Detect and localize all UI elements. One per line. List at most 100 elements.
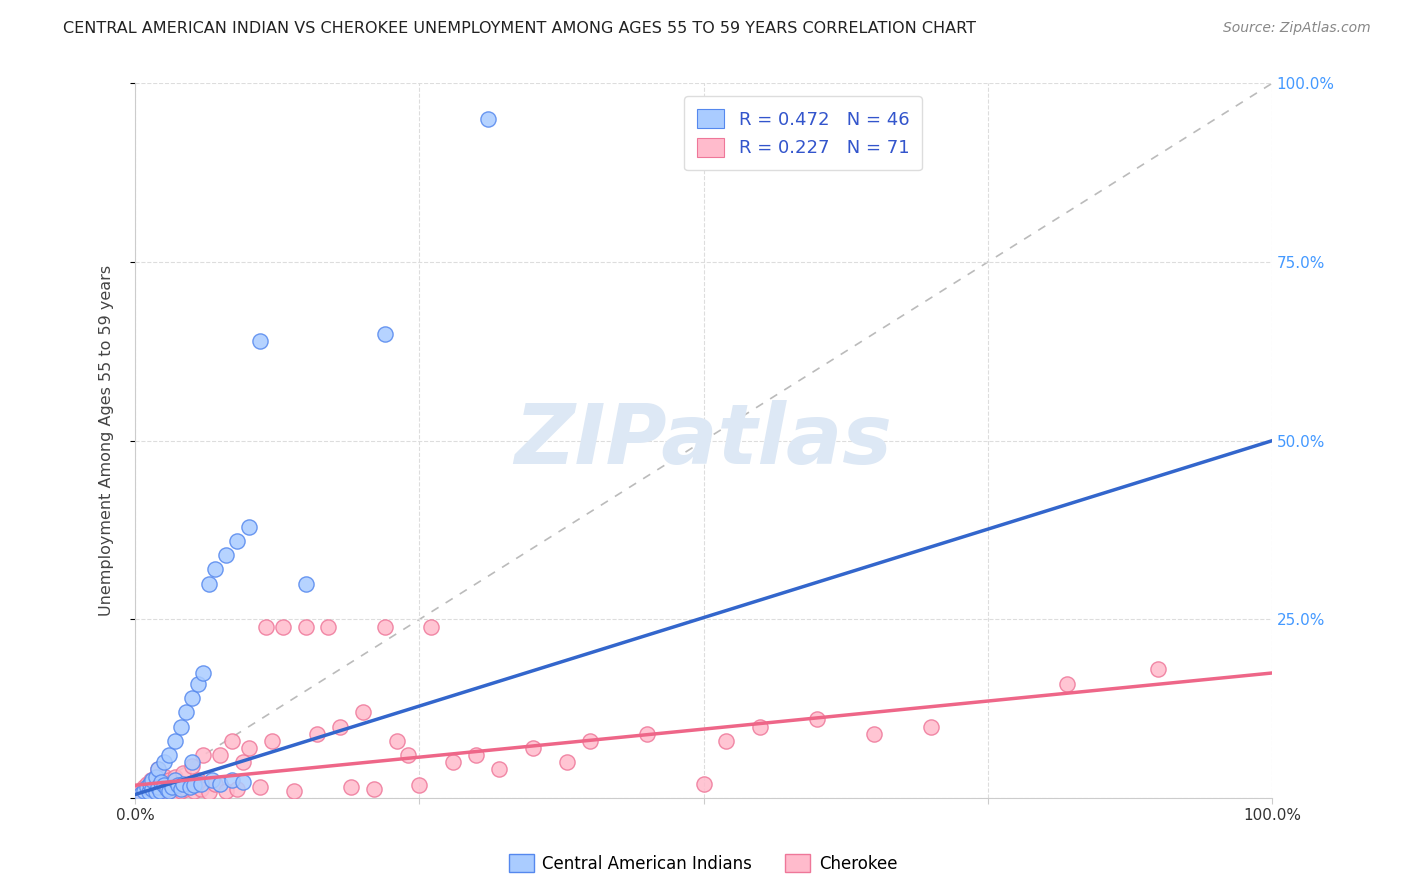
Point xyxy=(555,756,578,770)
Point xyxy=(181,691,204,706)
Point xyxy=(157,784,180,798)
Point xyxy=(145,785,167,799)
Point xyxy=(183,784,205,798)
Point xyxy=(260,734,283,748)
Point xyxy=(176,706,198,720)
Point xyxy=(238,741,260,756)
Point xyxy=(215,548,238,562)
Point xyxy=(134,784,156,798)
Point xyxy=(145,770,167,784)
Text: ZIPatlas: ZIPatlas xyxy=(515,401,893,482)
Point xyxy=(749,720,772,734)
Point xyxy=(160,780,183,795)
Point xyxy=(172,766,194,780)
Point xyxy=(294,576,316,591)
Point xyxy=(232,756,254,770)
Point xyxy=(129,788,152,802)
Point xyxy=(163,785,186,799)
Point xyxy=(181,759,204,773)
Point xyxy=(141,782,163,797)
Point xyxy=(149,784,172,798)
Point xyxy=(1056,677,1078,691)
Point xyxy=(221,734,243,748)
Point xyxy=(238,519,260,533)
Point xyxy=(294,619,316,633)
Point xyxy=(226,782,249,797)
Point xyxy=(692,777,714,791)
Point xyxy=(226,533,249,548)
Point xyxy=(176,782,198,797)
Point xyxy=(488,763,510,777)
Point xyxy=(152,775,174,789)
Point xyxy=(193,665,215,680)
Point xyxy=(209,777,232,791)
Point xyxy=(204,777,226,791)
Point xyxy=(141,773,163,788)
Point xyxy=(249,780,271,795)
Point xyxy=(522,741,544,756)
Point xyxy=(385,734,408,748)
Point xyxy=(477,112,499,127)
Point xyxy=(318,619,340,633)
Point xyxy=(232,775,254,789)
Legend: Central American Indians, Cherokee: Central American Indians, Cherokee xyxy=(502,847,904,880)
Point xyxy=(157,773,180,788)
Point xyxy=(152,778,174,792)
Point xyxy=(149,784,172,798)
Point xyxy=(167,780,190,795)
Point xyxy=(215,784,238,798)
Point xyxy=(374,619,396,633)
Point xyxy=(179,780,201,795)
Point xyxy=(150,775,173,789)
Point xyxy=(146,763,169,777)
Point xyxy=(209,748,232,763)
Point xyxy=(340,780,363,795)
Point xyxy=(152,780,174,795)
Point xyxy=(249,334,271,348)
Point xyxy=(283,784,305,798)
Point xyxy=(134,780,156,795)
Point xyxy=(352,706,374,720)
Point xyxy=(167,778,190,792)
Point xyxy=(135,780,157,795)
Text: Source: ZipAtlas.com: Source: ZipAtlas.com xyxy=(1223,21,1371,35)
Point xyxy=(187,773,209,788)
Point xyxy=(152,756,174,770)
Legend: R = 0.472   N = 46, R = 0.227   N = 71: R = 0.472 N = 46, R = 0.227 N = 71 xyxy=(685,96,922,170)
Point xyxy=(172,777,194,791)
Point xyxy=(146,778,169,792)
Point xyxy=(163,773,186,788)
Point xyxy=(157,782,180,797)
Point xyxy=(138,785,160,799)
Point xyxy=(363,782,385,797)
Point xyxy=(142,782,165,797)
Text: CENTRAL AMERICAN INDIAN VS CHEROKEE UNEMPLOYMENT AMONG AGES 55 TO 59 YEARS CORRE: CENTRAL AMERICAN INDIAN VS CHEROKEE UNEM… xyxy=(63,21,976,36)
Point xyxy=(157,748,180,763)
Point xyxy=(716,734,738,748)
Point xyxy=(138,785,160,799)
Point xyxy=(465,748,488,763)
Point xyxy=(156,785,179,799)
Point xyxy=(179,777,201,791)
Point xyxy=(863,727,886,741)
Point xyxy=(160,778,183,792)
Point xyxy=(145,785,167,799)
Point xyxy=(201,773,224,788)
Point xyxy=(408,778,430,792)
Point xyxy=(163,734,186,748)
Point xyxy=(129,784,152,798)
Point xyxy=(190,777,212,791)
Point xyxy=(141,788,163,802)
Point xyxy=(329,720,352,734)
Point xyxy=(920,720,942,734)
Point xyxy=(221,773,243,788)
Point xyxy=(198,785,221,799)
Point xyxy=(419,619,441,633)
Point xyxy=(139,777,162,791)
Point xyxy=(204,562,226,576)
Point xyxy=(307,727,329,741)
Point xyxy=(193,748,215,763)
Point xyxy=(396,748,419,763)
Point xyxy=(169,782,191,797)
Point xyxy=(169,720,191,734)
